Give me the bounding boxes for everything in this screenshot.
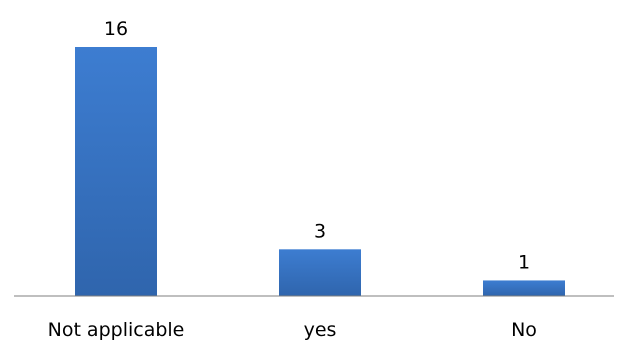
category-label: yes [304,319,337,341]
bar-not-applicable [75,47,157,296]
bar-yes [279,249,361,296]
data-label: 16 [104,18,128,40]
category-label: Not applicable [48,319,185,341]
category-labels-group: Not applicable yes No [48,319,537,341]
data-label: 3 [314,220,326,242]
category-label: No [511,319,537,341]
data-label: 1 [518,251,530,273]
bars-group [75,47,565,296]
bar-no [483,280,565,296]
